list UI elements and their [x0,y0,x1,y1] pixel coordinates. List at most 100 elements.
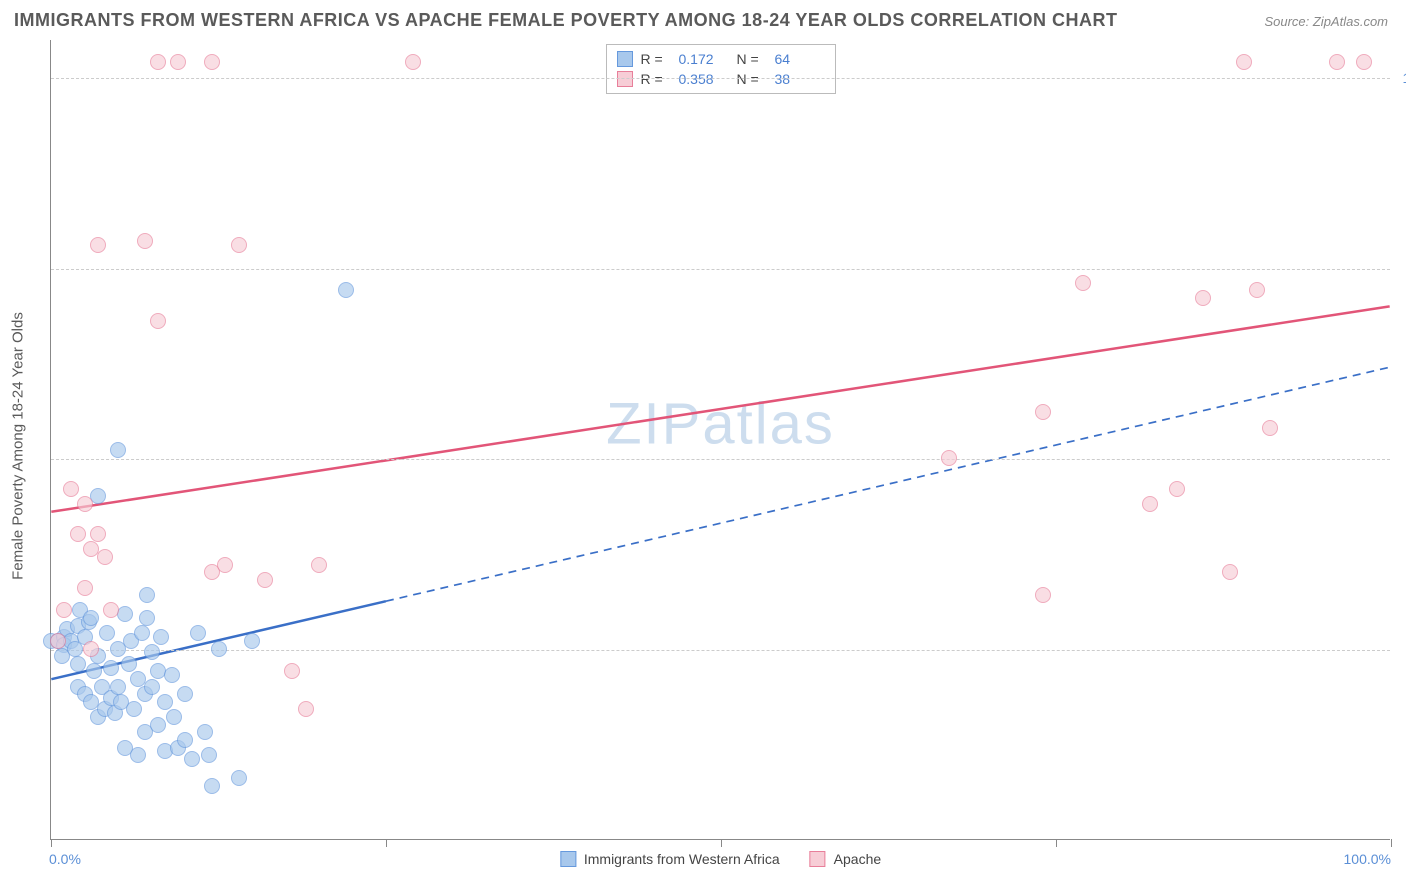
series-1-name: Immigrants from Western Africa [584,851,780,867]
data-point [311,557,327,573]
swatch-series-1 [560,851,576,867]
data-point [110,679,126,695]
trend-lines-layer [51,40,1390,839]
legend-item-series-2: Apache [810,851,881,867]
legend-row-series-1: R = 0.172 N = 64 [617,49,825,69]
data-point [121,656,137,672]
y-tick-label: 100.0% [1403,70,1406,86]
watermark-text: ZIPatlas [606,390,835,457]
r-value-1: 0.172 [679,51,729,67]
data-point [97,549,113,565]
legend-item-series-1: Immigrants from Western Africa [560,851,780,867]
source-attribution: Source: ZipAtlas.com [1264,14,1388,29]
data-point [1075,275,1091,291]
data-point [83,641,99,657]
series-2-name: Apache [834,851,881,867]
data-point [63,481,79,497]
data-point [70,526,86,542]
data-point [134,625,150,641]
x-tick [386,839,387,847]
data-point [1262,420,1278,436]
data-point [338,282,354,298]
data-point [139,610,155,626]
x-tick-label: 0.0% [49,851,81,867]
data-point [217,557,233,573]
swatch-series-1 [617,51,633,67]
data-point [201,747,217,763]
data-point [56,602,72,618]
data-point [150,313,166,329]
data-point [103,660,119,676]
trend-line-solid [51,306,1389,511]
data-point [83,610,99,626]
data-point [204,778,220,794]
data-point [77,580,93,596]
data-point [1222,564,1238,580]
data-point [139,587,155,603]
data-point [177,732,193,748]
data-point [166,709,182,725]
data-point [1249,282,1265,298]
data-point [177,686,193,702]
gridline [51,650,1390,651]
data-point [1236,54,1252,70]
data-point [150,717,166,733]
data-point [1195,290,1211,306]
data-point [405,54,421,70]
data-point [153,629,169,645]
data-point [77,496,93,512]
plot-area: ZIPatlas R = 0.172 N = 64 R = 0.358 N = … [50,40,1390,840]
data-point [90,526,106,542]
data-point [1356,54,1372,70]
gridline [51,78,1390,79]
chart-title: IMMIGRANTS FROM WESTERN AFRICA VS APACHE… [14,10,1118,31]
data-point [86,663,102,679]
data-point [157,694,173,710]
data-point [1169,481,1185,497]
data-point [941,450,957,466]
data-point [284,663,300,679]
x-tick [51,839,52,847]
data-point [298,701,314,717]
data-point [190,625,206,641]
data-point [50,633,66,649]
x-tick [721,839,722,847]
data-point [211,641,227,657]
data-point [99,625,115,641]
chart-container: IMMIGRANTS FROM WESTERN AFRICA VS APACHE… [0,0,1406,892]
series-legend: Immigrants from Western Africa Apache [560,851,881,867]
data-point [110,442,126,458]
data-point [1035,587,1051,603]
data-point [197,724,213,740]
data-point [257,572,273,588]
data-point [1035,404,1051,420]
x-tick [1056,839,1057,847]
data-point [137,233,153,249]
r-label: R = [641,51,671,67]
x-tick-label: 100.0% [1344,851,1391,867]
n-label: N = [737,51,767,67]
data-point [90,237,106,253]
data-point [164,667,180,683]
data-point [244,633,260,649]
data-point [204,54,220,70]
data-point [130,747,146,763]
swatch-series-2 [810,851,826,867]
y-axis-label: Female Poverty Among 18-24 Year Olds [10,312,27,580]
data-point [144,644,160,660]
data-point [1142,496,1158,512]
data-point [144,679,160,695]
correlation-legend: R = 0.172 N = 64 R = 0.358 N = 38 [606,44,836,94]
trend-line-dashed [386,367,1390,601]
data-point [231,770,247,786]
data-point [170,54,186,70]
gridline [51,269,1390,270]
data-point [70,656,86,672]
data-point [126,701,142,717]
n-value-1: 64 [775,51,825,67]
data-point [231,237,247,253]
data-point [103,602,119,618]
gridline [51,459,1390,460]
data-point [1329,54,1345,70]
data-point [150,54,166,70]
